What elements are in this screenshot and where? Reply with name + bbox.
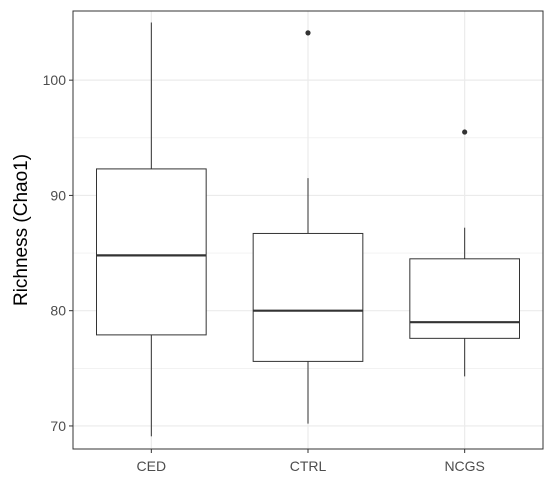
box-iqr	[252, 232, 364, 362]
y-tick-label: 100	[43, 72, 67, 88]
y-axis-title: Richness (Chao1)	[11, 154, 32, 306]
box-series	[96, 22, 521, 437]
y-tick-label: 80	[50, 303, 66, 319]
x-tick-label-ncgs: NCGS	[444, 458, 484, 474]
outlier-point	[462, 129, 468, 135]
axes: 70 80 90 100 CED CTRL NCGS	[43, 72, 485, 474]
box-ncgs	[409, 129, 521, 377]
y-tick-label: 90	[50, 187, 66, 203]
box-iqr	[96, 168, 207, 336]
outlier-point	[305, 30, 311, 36]
box-iqr	[409, 258, 521, 339]
x-tick-label-ced: CED	[137, 458, 167, 474]
box-ctrl	[252, 30, 364, 424]
y-tick-label: 70	[50, 418, 66, 434]
x-tick-label-ctrl: CTRL	[290, 458, 327, 474]
box-ced	[96, 22, 207, 437]
